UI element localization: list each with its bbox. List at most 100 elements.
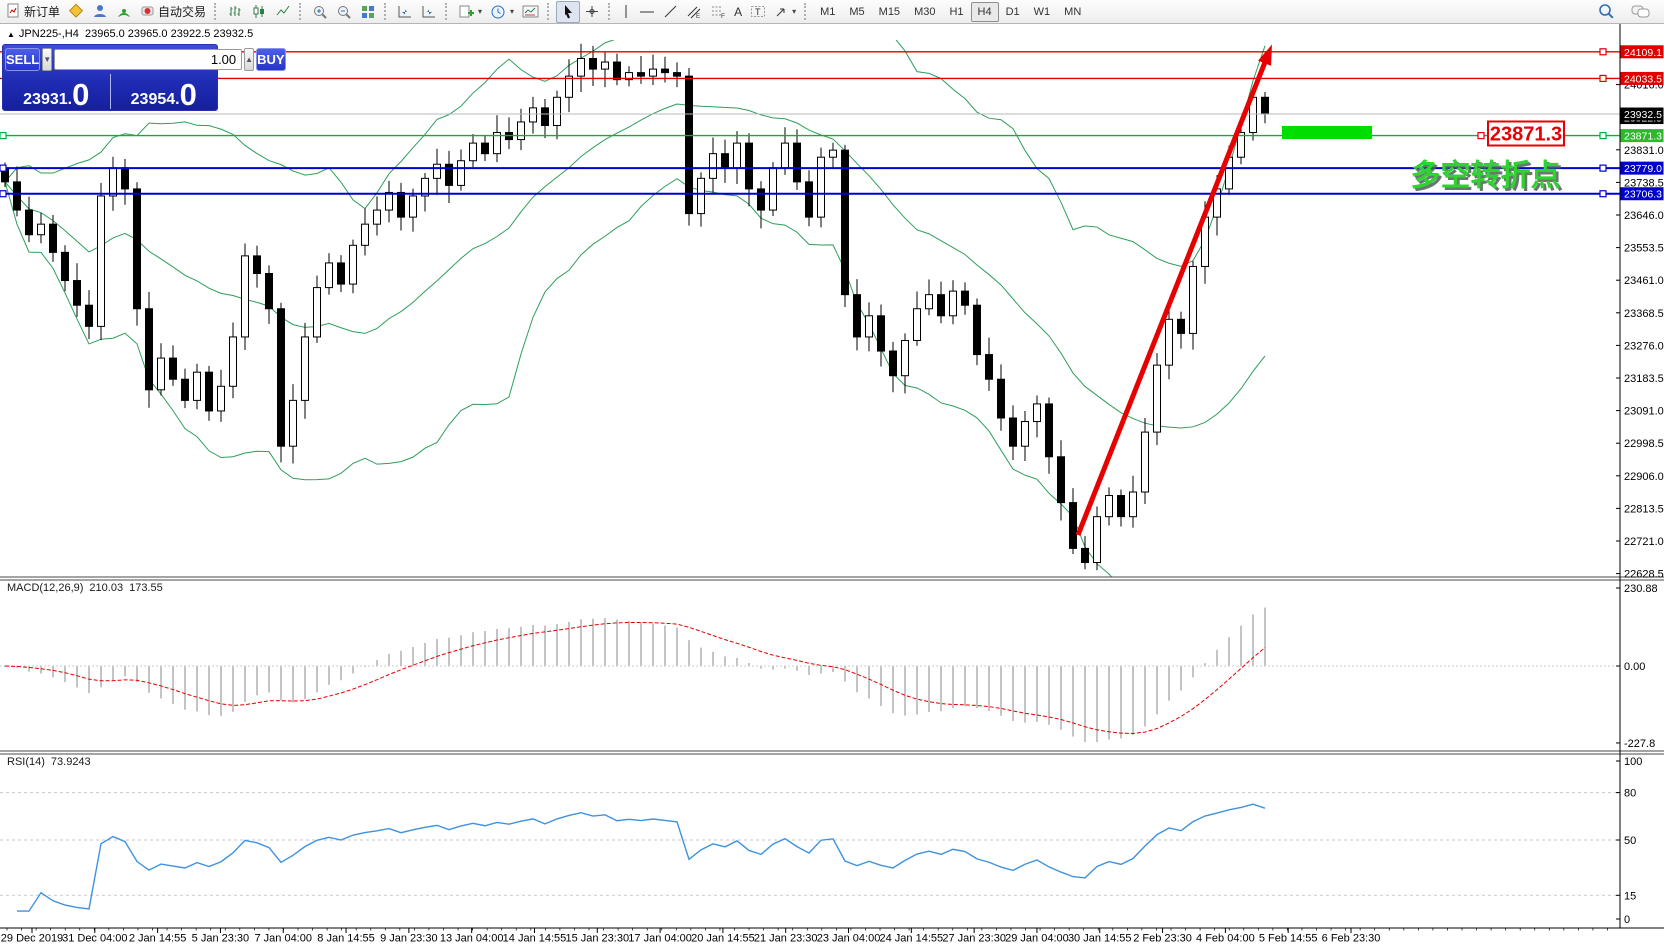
macd-histogram-bar bbox=[1168, 666, 1170, 701]
zoom-in-button[interactable] bbox=[308, 2, 332, 22]
rsi-scale-label: 50 bbox=[1624, 835, 1636, 847]
macd-histogram-bar bbox=[868, 666, 870, 699]
macd-histogram-bar bbox=[856, 666, 858, 693]
macd-histogram-bar bbox=[124, 666, 126, 677]
macd-histogram-bar bbox=[376, 660, 378, 666]
macd-histogram-bar bbox=[112, 666, 114, 681]
volume-input[interactable] bbox=[54, 48, 243, 70]
cursor-button[interactable] bbox=[556, 0, 581, 23]
new-order-button[interactable]: 新订单 bbox=[2, 2, 64, 22]
symbol-period-label: JPN225-,H4 bbox=[18, 28, 79, 40]
macd-histogram-bar bbox=[52, 666, 54, 678]
fibonacci-button[interactable]: F bbox=[706, 2, 730, 22]
new-chart-button[interactable]: ▾ bbox=[454, 2, 486, 22]
anchor-handle[interactable] bbox=[0, 131, 7, 140]
macd-histogram-bar bbox=[688, 640, 690, 666]
zoom-out-button[interactable] bbox=[332, 2, 356, 22]
anchor-handle[interactable] bbox=[1599, 164, 1607, 172]
toolbar-separator bbox=[299, 3, 304, 20]
price-tick-label: 22813.5 bbox=[1624, 503, 1664, 515]
sell-button[interactable]: SELL bbox=[5, 47, 41, 71]
horizontal-line-button[interactable] bbox=[635, 2, 659, 22]
volume-decrease-button[interactable]: ▼ bbox=[42, 47, 53, 71]
anchor-handle[interactable] bbox=[1477, 131, 1485, 140]
macd-histogram-bar bbox=[196, 666, 198, 712]
toolbar-separator bbox=[608, 3, 613, 20]
chart-shift-button[interactable] bbox=[417, 2, 441, 22]
timeframe-h1[interactable]: H1 bbox=[949, 5, 964, 18]
auto-scroll-button[interactable] bbox=[393, 2, 417, 22]
volume-increase-button[interactable]: ▲ bbox=[244, 47, 255, 71]
macd-histogram-bar bbox=[136, 666, 138, 683]
search-button[interactable] bbox=[1594, 2, 1619, 22]
market-watch-button[interactable] bbox=[88, 2, 112, 22]
auto-trading-button[interactable]: 自动交易 bbox=[136, 2, 210, 22]
price-flag-23871.3 bbox=[1620, 129, 1664, 143]
new-order-icon bbox=[6, 3, 21, 21]
anchor-handle[interactable] bbox=[1599, 74, 1607, 83]
sell-price-main: 23931 bbox=[23, 91, 68, 108]
price-tag-box[interactable] bbox=[1487, 120, 1565, 147]
macd-histogram-bar bbox=[472, 632, 474, 666]
text-label-button[interactable]: T bbox=[746, 2, 770, 22]
timeframe-m15[interactable]: M15 bbox=[878, 5, 901, 18]
ohlc-values: 23965.0 23965.0 23922.5 23932.5 bbox=[84, 28, 254, 40]
candlestick-type-button[interactable] bbox=[247, 2, 271, 22]
macd-histogram-bar bbox=[1000, 666, 1002, 716]
timeframe-m1[interactable]: M1 bbox=[820, 5, 836, 18]
macd-histogram-bar bbox=[928, 666, 930, 712]
periods-button[interactable]: ▾ bbox=[486, 2, 518, 22]
macd-histogram-bar bbox=[616, 619, 618, 666]
timeframe-h4[interactable]: H4 bbox=[970, 1, 999, 22]
highlight-bar[interactable] bbox=[1282, 126, 1372, 139]
macd-histogram-bar bbox=[1096, 666, 1098, 743]
macd-histogram-bar bbox=[208, 666, 210, 716]
trend-arrow[interactable] bbox=[1075, 44, 1272, 536]
chart-symbol-header: ▲ JPN225-,H4 23965.0 23965.0 23922.5 2393… bbox=[7, 28, 253, 40]
chat-button[interactable] bbox=[1627, 2, 1654, 22]
collapse-icon[interactable]: ▲ bbox=[7, 30, 15, 39]
timeframe-m30[interactable]: M30 bbox=[914, 5, 936, 18]
buy-button[interactable]: BUY bbox=[256, 47, 286, 71]
macd-histogram-bar bbox=[364, 666, 366, 667]
anchor-handle[interactable] bbox=[1599, 131, 1607, 140]
dropdown-arrow-icon: ▾ bbox=[792, 7, 797, 16]
line-chart-type-button[interactable] bbox=[271, 2, 295, 22]
signal-button[interactable] bbox=[112, 2, 136, 22]
anchor-handle[interactable] bbox=[0, 190, 7, 198]
macd-histogram-bar bbox=[1228, 637, 1230, 666]
macd-histogram-bar bbox=[1144, 666, 1146, 727]
equidistant-channel-button[interactable]: E bbox=[682, 2, 706, 22]
anchor-handle[interactable] bbox=[1599, 190, 1607, 198]
timeframe-mn[interactable]: MN bbox=[1064, 5, 1082, 18]
buy-price[interactable]: 23954. 0 bbox=[130, 76, 197, 112]
templates-button[interactable] bbox=[518, 2, 543, 22]
macd-histogram-bar bbox=[1264, 607, 1266, 666]
time-tick-label: 21 Jan 23:30 bbox=[754, 933, 818, 945]
trendline-button[interactable] bbox=[659, 2, 682, 22]
text-button[interactable]: A bbox=[734, 4, 743, 19]
pivot-text[interactable]: 多空转折点 bbox=[1411, 160, 1561, 193]
bar-chart-type-button[interactable] bbox=[223, 2, 247, 22]
macd-histogram-bar bbox=[760, 666, 762, 669]
timeframe-m5[interactable]: M5 bbox=[849, 5, 865, 18]
macd-histogram-bar bbox=[664, 625, 666, 666]
vertical-line-button[interactable] bbox=[617, 2, 635, 22]
price-tick-label: 22998.5 bbox=[1624, 438, 1664, 450]
sell-price[interactable]: 23931. 0 bbox=[23, 76, 90, 112]
anchor-handle[interactable] bbox=[0, 164, 7, 172]
macd-histogram-bar bbox=[16, 666, 18, 669]
macd-histogram-bar bbox=[772, 666, 774, 670]
timeframe-d1[interactable]: D1 bbox=[1005, 5, 1020, 18]
macd-histogram-bar bbox=[280, 666, 282, 701]
anchor-handle[interactable] bbox=[1599, 48, 1607, 56]
tile-windows-button[interactable] bbox=[356, 2, 380, 22]
macd-histogram-bar bbox=[1216, 649, 1218, 666]
crosshair-button[interactable] bbox=[580, 2, 604, 22]
toolbar-separator bbox=[547, 3, 552, 20]
history-center-button[interactable] bbox=[64, 2, 88, 22]
arrows-button[interactable]: ▾ bbox=[770, 2, 800, 22]
svg-text:E: E bbox=[696, 14, 700, 19]
timeframe-w1[interactable]: W1 bbox=[1033, 5, 1051, 18]
macd-histogram-bar bbox=[100, 666, 102, 688]
